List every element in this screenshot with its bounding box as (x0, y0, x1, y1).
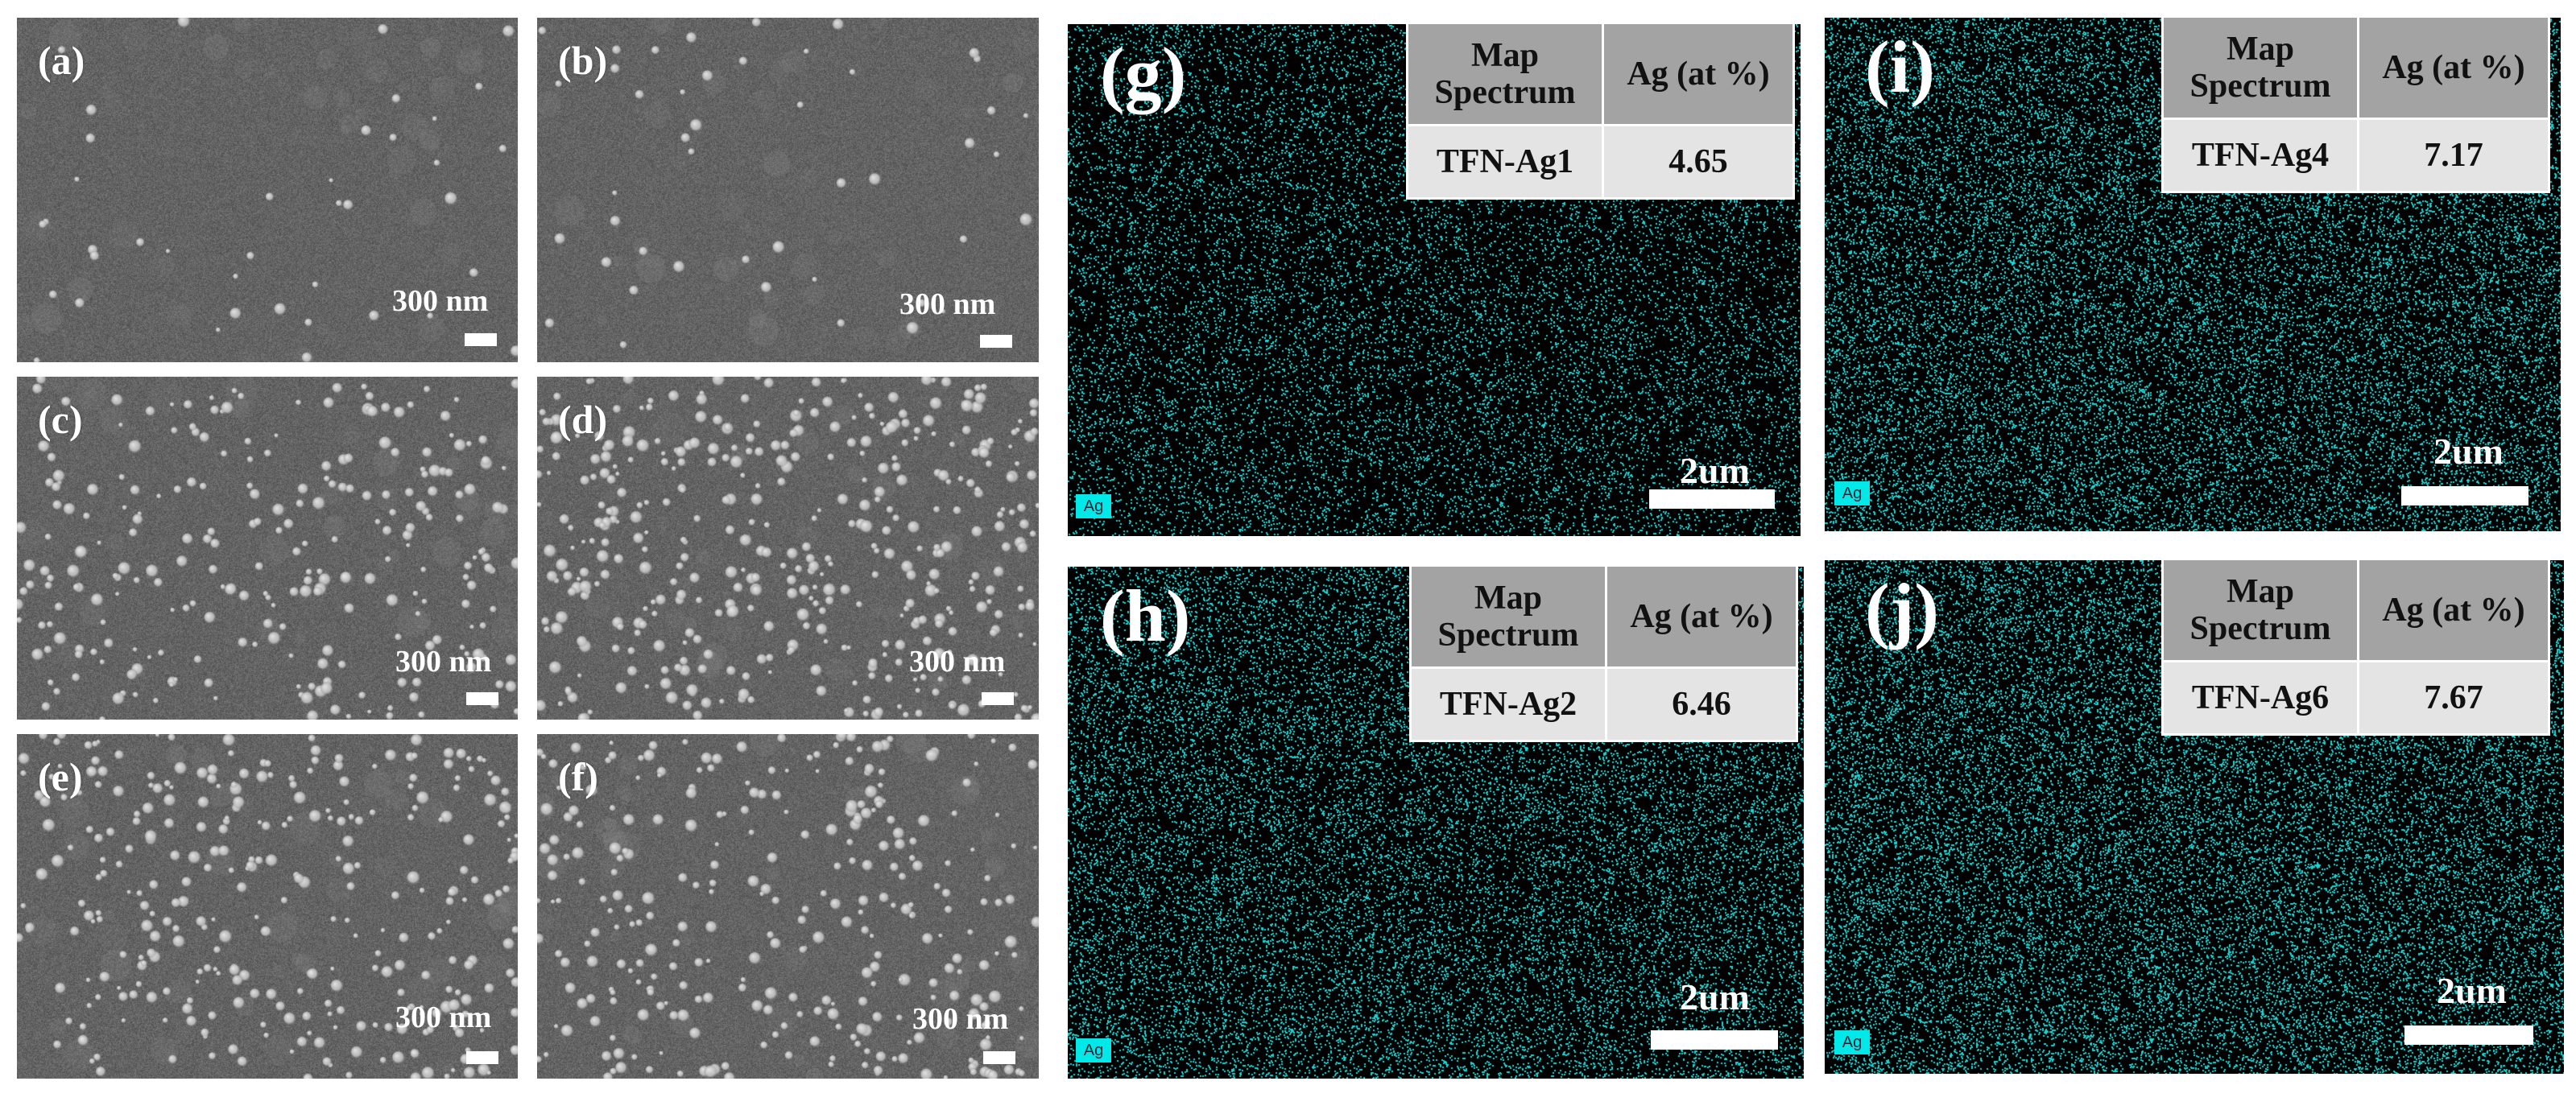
scale-bar (2404, 1025, 2533, 1045)
table-row: TFN-Ag6 7.67 (2161, 660, 2550, 736)
ag-value: 6.46 (1605, 666, 1798, 742)
sample-name: TFN-Ag6 (2161, 660, 2359, 736)
composition-table: Map Spectrum Ag (at %) TFN-Ag4 7.17 (2161, 18, 2550, 193)
element-tag: Ag (1076, 494, 1111, 518)
scale-text: 300 nm (909, 645, 1006, 679)
panel-label: (e) (38, 754, 83, 799)
ag-header: Ag (at %) (2357, 18, 2550, 120)
table-row: TFN-Ag2 6.46 (1409, 666, 1798, 742)
element-tag: Ag (1834, 481, 1870, 505)
map-spectrum-header: Map Spectrum (1406, 24, 1604, 126)
scale-text: 2um (2437, 970, 2507, 1011)
scale-bar (982, 692, 1014, 705)
scale-bar (1649, 489, 1775, 509)
panel-label: (g) (1100, 32, 1187, 114)
edx-map-g: (g) Ag 2um Map Spectrum Ag (at %) TFN-Ag1… (1068, 24, 1801, 536)
table-header-row: Map Spectrum Ag (at %) (2161, 18, 2550, 120)
table-row: TFN-Ag1 4.65 (1406, 124, 1795, 200)
scale-bar (466, 1051, 498, 1064)
sem-micrograph (17, 377, 518, 720)
element-tag: Ag (1076, 1038, 1111, 1063)
composition-table: Map Spectrum Ag (at %) TFN-Ag1 4.65 (1406, 24, 1795, 200)
scale-text: 300 nm (899, 287, 996, 321)
scale-bar (1651, 1030, 1778, 1050)
sem-panel-c: (c) 300 nm (17, 377, 518, 720)
panel-label: (a) (38, 38, 85, 83)
element-tag: Ag (1834, 1030, 1870, 1054)
sem-panel-a: (a) 300 nm (17, 18, 518, 362)
sample-name: TFN-Ag4 (2161, 118, 2359, 193)
scale-text: 2um (1680, 450, 1750, 491)
sem-panel-e: (e) 300 nm (17, 734, 518, 1079)
sem-micrograph (17, 18, 518, 362)
ag-header: Ag (at %) (2357, 560, 2550, 662)
sem-panel-b: (b) 300 nm (537, 18, 1039, 362)
composition-table: Map Spectrum Ag (at %) TFN-Ag2 6.46 (1409, 567, 1798, 742)
panel-label: (d) (558, 397, 608, 442)
sample-name: TFN-Ag1 (1406, 124, 1604, 200)
edx-map-h: (h) Ag 2um Map Spectrum Ag (at %) TFN-Ag2… (1068, 567, 1804, 1079)
sample-name: TFN-Ag2 (1409, 666, 1607, 742)
scale-text: 300 nm (392, 284, 489, 318)
table-row: TFN-Ag4 7.17 (2161, 118, 2550, 193)
table-header-row: Map Spectrum Ag (at %) (2161, 560, 2550, 662)
scale-text: 300 nm (912, 1002, 1009, 1036)
scale-text: 2um (1680, 976, 1750, 1017)
scale-bar (465, 333, 497, 346)
table-header-row: Map Spectrum Ag (at %) (1406, 24, 1795, 126)
sem-micrograph (537, 377, 1039, 720)
panel-label: (h) (1100, 575, 1191, 657)
scale-bar (2401, 486, 2528, 505)
sem-panel-d: (d) 300 nm (537, 377, 1039, 720)
scale-bar (466, 692, 498, 705)
sem-panel-f: (f) 300 nm (537, 734, 1039, 1079)
composition-table: Map Spectrum Ag (at %) TFN-Ag6 7.67 (2161, 560, 2550, 736)
edx-map-j: (j) Ag 2um Map Spectrum Ag (at %) TFN-Ag6… (1825, 560, 2564, 1074)
ag-value: 7.17 (2357, 118, 2550, 193)
ag-header: Ag (at %) (1605, 567, 1798, 669)
panel-label: (f) (558, 754, 598, 799)
sem-micrograph (537, 18, 1039, 362)
panel-label: (j) (1865, 568, 1939, 650)
panel-label: (b) (558, 38, 608, 83)
map-spectrum-header: Map Spectrum (2161, 18, 2359, 120)
table-header-row: Map Spectrum Ag (at %) (1409, 567, 1798, 669)
ag-value: 4.65 (1602, 124, 1795, 200)
scale-text: 2um (2433, 431, 2504, 472)
sem-micrograph (17, 734, 518, 1079)
ag-header: Ag (at %) (1602, 24, 1795, 126)
scale-bar (980, 335, 1012, 348)
map-spectrum-header: Map Spectrum (1409, 567, 1607, 669)
scale-text: 300 nm (395, 645, 492, 679)
sem-micrograph (537, 734, 1039, 1079)
map-spectrum-header: Map Spectrum (2161, 560, 2359, 662)
ag-value: 7.67 (2357, 660, 2550, 736)
edx-map-i: (i) Ag 2um Map Spectrum Ag (at %) TFN-Ag4… (1825, 18, 2561, 531)
panel-label: (c) (38, 397, 83, 442)
scale-bar (983, 1051, 1015, 1064)
panel-label: (i) (1865, 26, 1935, 108)
scale-text: 300 nm (395, 1001, 492, 1034)
